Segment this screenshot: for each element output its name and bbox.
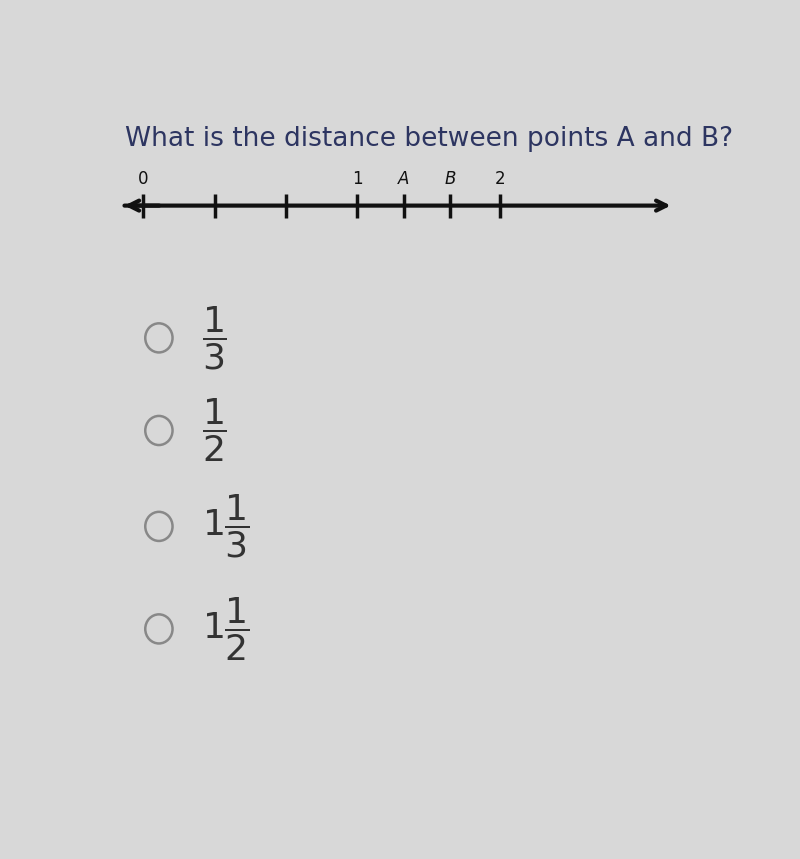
Text: 2: 2: [494, 170, 506, 188]
Text: 0: 0: [138, 170, 149, 188]
Text: B: B: [445, 170, 456, 188]
Text: $\dfrac{1}{3}$: $\dfrac{1}{3}$: [202, 304, 227, 372]
Text: What is the distance between points A and B?: What is the distance between points A an…: [125, 126, 733, 152]
Text: 1: 1: [352, 170, 362, 188]
Text: A: A: [398, 170, 410, 188]
Text: $1\dfrac{1}{3}$: $1\dfrac{1}{3}$: [202, 493, 250, 560]
Text: $\dfrac{1}{2}$: $\dfrac{1}{2}$: [202, 397, 227, 464]
Text: $1\dfrac{1}{2}$: $1\dfrac{1}{2}$: [202, 595, 250, 662]
